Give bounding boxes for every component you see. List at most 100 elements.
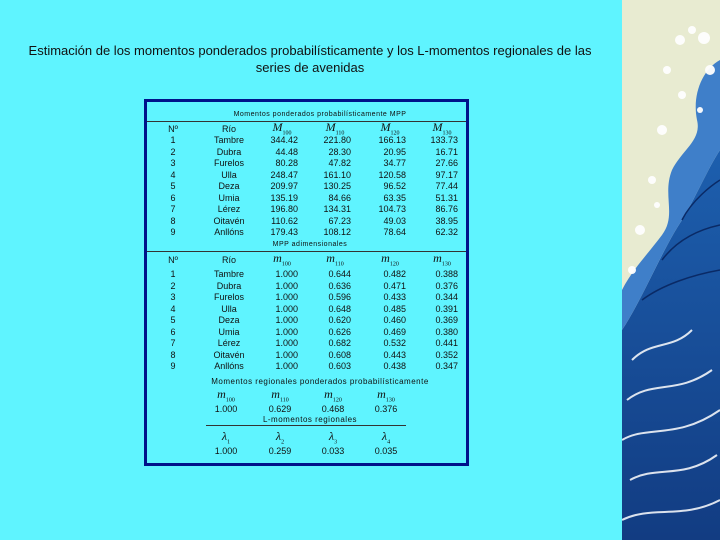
- table-cell: 47.82: [328, 158, 351, 168]
- table-cell: 78.64: [383, 227, 406, 237]
- table-cell: 209.97: [270, 181, 298, 191]
- col-header-rio-2: Río: [221, 255, 236, 265]
- river-name: Lérez: [217, 338, 241, 348]
- river-name: Umia: [218, 192, 240, 203]
- table-cell: 221.80: [323, 135, 351, 145]
- row-number: 2: [170, 146, 176, 157]
- table-cell: 0.608: [328, 349, 351, 360]
- table-cell: 0.347: [435, 361, 458, 371]
- table-cell: 1.000: [275, 292, 298, 302]
- table-cell: 161.10: [323, 169, 351, 180]
- col-header-m120: m120: [381, 251, 399, 268]
- table-cell: 1.000: [275, 269, 298, 279]
- table-cell: 0.388: [435, 269, 458, 279]
- section-lmoments-title: L-momentos regionales: [262, 415, 358, 424]
- regional-value: 0.629: [268, 404, 292, 414]
- table-cell: 96.52: [383, 181, 406, 191]
- lmoment-value: 0.259: [268, 446, 292, 456]
- table-cell: 0.380: [435, 326, 458, 337]
- col-header-m110: m110: [326, 251, 344, 268]
- river-name: Tambre: [213, 269, 244, 279]
- table-cell: 63.35: [383, 192, 406, 203]
- row-number: 1: [170, 135, 176, 145]
- row-number: 3: [170, 158, 176, 168]
- section-mpp-title: Momentos ponderados probabilísticamente …: [233, 111, 407, 118]
- table-cell: 1.000: [275, 326, 298, 337]
- row-number: 9: [170, 361, 176, 371]
- table-cell: 0.441: [435, 338, 458, 348]
- table-cell: 0.376: [435, 280, 458, 291]
- table-cell: 97.17: [435, 169, 458, 180]
- table-cell: 0.644: [328, 269, 351, 279]
- table-cell: 179.43: [270, 227, 298, 237]
- row-number: 7: [170, 338, 176, 348]
- table-cell: 0.532: [383, 338, 406, 348]
- river-name: Dubra: [216, 280, 242, 291]
- river-name: Ulla: [221, 169, 237, 180]
- col-header-M100: M100: [272, 120, 292, 137]
- table-cell: 0.648: [328, 303, 351, 314]
- regional-value: 0.468: [321, 404, 345, 414]
- row-number: 5: [170, 315, 176, 325]
- row-number: 4: [170, 169, 176, 180]
- river-name: Anllóns: [214, 361, 244, 371]
- table-cell: 130.25: [323, 181, 351, 191]
- row-number: 4: [170, 303, 176, 314]
- row-number: 8: [170, 215, 176, 226]
- table-cell: 1.000: [275, 338, 298, 348]
- table-cell: 0.433: [383, 292, 406, 302]
- lambda-3-header: λ3: [328, 429, 338, 446]
- table-cell: 0.485: [383, 303, 406, 314]
- table-cell: 110.62: [271, 215, 298, 226]
- table-cell: 51.31: [435, 192, 458, 203]
- table-cell: 34.77: [383, 158, 406, 168]
- river-name: Furelos: [213, 158, 244, 168]
- table-cell: 38.95: [435, 215, 458, 226]
- table-cell: 0.344: [435, 292, 458, 302]
- river-name: Lérez: [217, 204, 241, 214]
- table-cell: 0.682: [328, 338, 351, 348]
- col-header-M130: M130: [432, 120, 452, 137]
- table-cell: 0.443: [383, 349, 406, 360]
- row-number: 1: [170, 269, 176, 279]
- table-cell: 67.23: [328, 215, 351, 226]
- table-cell: 62.32: [435, 227, 458, 237]
- lmoment-value: 0.033: [321, 446, 345, 456]
- regional-header-m110: m110: [271, 387, 289, 404]
- divider: [147, 121, 466, 122]
- lambda-1-header: λ1: [221, 429, 231, 446]
- table-cell: 1.000: [275, 280, 298, 291]
- col-header-rio: Río: [221, 124, 236, 134]
- table-cell: 0.603: [328, 361, 351, 371]
- table-cell: 196.80: [270, 204, 298, 214]
- table-cell: 108.12: [323, 227, 351, 237]
- river-name: Oitavén: [213, 215, 245, 226]
- table-cell: 0.391: [435, 303, 458, 314]
- row-number: 9: [170, 227, 176, 237]
- table-cell: 248.47: [270, 169, 298, 180]
- table-cell: 0.620: [328, 315, 351, 325]
- river-name: Anllóns: [214, 227, 244, 237]
- row-number: 2: [170, 280, 176, 291]
- row-number: 7: [170, 204, 176, 214]
- table-cell: 135.19: [270, 192, 298, 203]
- river-name: Furelos: [213, 292, 244, 302]
- river-name: Deza: [218, 181, 240, 191]
- lmoment-value: 0.035: [374, 446, 398, 456]
- section-regional-title: Momentos regionales ponderados probabilí…: [211, 377, 429, 386]
- lambda-4-header: λ4: [381, 429, 391, 446]
- table-cell: 84.66: [328, 192, 351, 203]
- regional-value: 1.000: [214, 404, 238, 414]
- divider: [147, 251, 466, 252]
- results-panel: [144, 99, 469, 466]
- col-header-no: Nº: [168, 124, 178, 134]
- table-cell: 16.71: [435, 146, 458, 157]
- table-cell: 0.352: [435, 349, 458, 360]
- table-cell: 1.000: [275, 315, 298, 325]
- page-title: Estimación de los momentos ponderados pr…: [28, 43, 592, 75]
- lmoment-value: 1.000: [214, 446, 238, 456]
- table-cell: 0.482: [383, 269, 406, 279]
- table-cell: 49.03: [383, 215, 406, 226]
- river-name: Oitavén: [213, 349, 245, 360]
- regional-header-m100: m100: [217, 387, 235, 404]
